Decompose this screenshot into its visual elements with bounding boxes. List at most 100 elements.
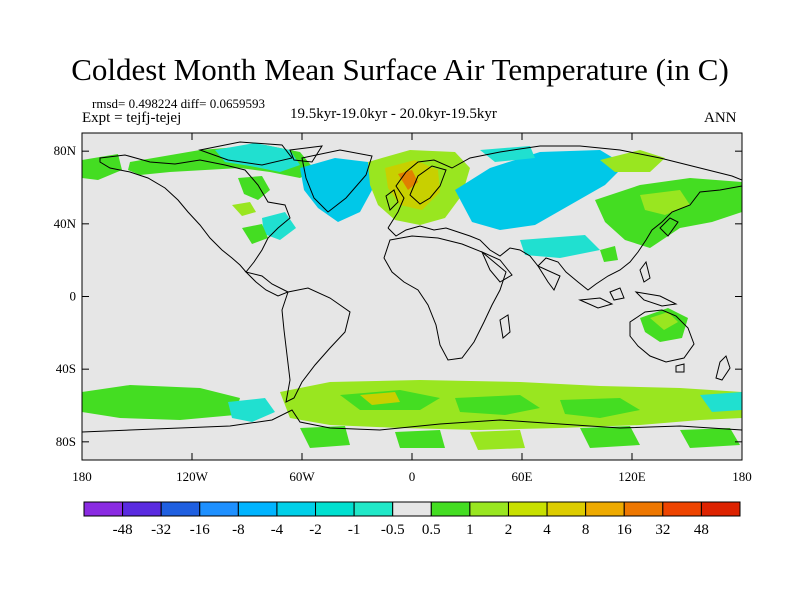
colorbar-label: 16 bbox=[617, 522, 633, 538]
experiment-label: Expt = tejfj-tejej bbox=[82, 110, 182, 126]
coastline bbox=[536, 264, 561, 291]
x-tick-label: 60W bbox=[289, 469, 315, 484]
colorbar-label: -2 bbox=[309, 522, 322, 538]
season-label: ANN bbox=[704, 110, 737, 126]
anomaly-region bbox=[395, 430, 445, 448]
coastline bbox=[244, 271, 290, 297]
x-tick-label: 180 bbox=[732, 469, 752, 484]
anomaly-field bbox=[82, 143, 742, 450]
colorbar-swatch bbox=[122, 501, 162, 517]
anomaly-region bbox=[360, 392, 400, 405]
anomaly-region bbox=[238, 176, 270, 200]
colorbar-swatch bbox=[469, 501, 509, 517]
coastline bbox=[629, 309, 695, 363]
colorbar: -48 -32 -16 -8 -4 -2 -1 -0.5 0.5 1 2 4 8 16 32 48 bbox=[83, 501, 741, 538]
colorbar-label: 1 bbox=[466, 522, 474, 538]
colorbar-label: 4 bbox=[543, 522, 551, 538]
x-tick-label: 120E bbox=[618, 469, 646, 484]
colorbar-label: -48 bbox=[113, 522, 133, 538]
colorbar-swatch bbox=[392, 501, 432, 517]
coastline bbox=[301, 149, 373, 213]
colorbar-label: 0.5 bbox=[422, 522, 441, 538]
colorbar-swatch bbox=[546, 501, 587, 517]
coastline bbox=[578, 297, 614, 309]
colorbar-swatch bbox=[315, 501, 355, 517]
anomaly-region bbox=[680, 428, 740, 448]
coastline bbox=[659, 217, 679, 237]
anomaly-region bbox=[560, 398, 640, 418]
colorbar-swatch bbox=[700, 501, 741, 517]
coastline bbox=[675, 363, 685, 373]
anomaly-region bbox=[300, 158, 372, 222]
x-tick-label: 0 bbox=[409, 469, 416, 484]
colorbar-swatch bbox=[83, 501, 124, 517]
anomaly-region bbox=[232, 202, 256, 216]
coastline bbox=[499, 314, 511, 339]
anomaly-region bbox=[455, 395, 540, 415]
anomaly-region bbox=[262, 212, 296, 240]
colorbar-label: -0.5 bbox=[381, 522, 405, 538]
anomaly-region bbox=[640, 190, 690, 215]
colorbar-swatch bbox=[662, 501, 702, 517]
anomaly-region bbox=[470, 430, 525, 450]
coastline bbox=[281, 287, 351, 403]
anomaly-region bbox=[455, 150, 625, 230]
coastline bbox=[387, 145, 742, 229]
anomaly-region bbox=[700, 392, 742, 412]
colorbar-label: -4 bbox=[271, 522, 284, 538]
colorbar-swatch bbox=[623, 501, 664, 517]
colorbar-label: -8 bbox=[232, 522, 245, 538]
colorbar-swatch bbox=[585, 501, 625, 517]
x-tick-label: 120W bbox=[176, 469, 209, 484]
coastline bbox=[289, 145, 323, 163]
coastline bbox=[383, 235, 507, 361]
colorbar-swatch bbox=[507, 501, 548, 517]
colorbar-swatch bbox=[276, 501, 317, 517]
colorbar-swatch bbox=[353, 501, 394, 517]
coastline bbox=[409, 165, 447, 205]
coastline bbox=[609, 287, 625, 301]
colorbar-label: -32 bbox=[151, 522, 171, 538]
y-tick-label: 40S bbox=[56, 361, 76, 376]
anomaly-region bbox=[650, 312, 678, 330]
anomaly-region bbox=[228, 398, 275, 422]
coastline bbox=[198, 141, 293, 166]
coastline bbox=[639, 260, 651, 283]
x-axis: 180 120W 60W 0 60E 120E 180 bbox=[72, 133, 752, 484]
colorbar-label: 32 bbox=[655, 522, 670, 538]
anomaly-region bbox=[580, 426, 640, 448]
colorbar-swatch bbox=[430, 501, 471, 517]
map-title: Coldest Month Mean Surface Air Temperatu… bbox=[71, 52, 729, 87]
anomaly-region bbox=[480, 146, 535, 162]
anomaly-region bbox=[300, 426, 350, 448]
period-label: 19.5kyr-19.0kyr - 20.0kyr-19.5kyr bbox=[290, 106, 497, 122]
y-axis: 80N 40N 0 40S 80S bbox=[54, 143, 742, 449]
coastline bbox=[634, 291, 678, 307]
colorbar-label: 48 bbox=[694, 522, 709, 538]
y-tick-label: 0 bbox=[70, 289, 77, 304]
anomaly-region bbox=[242, 224, 268, 244]
colorbar-label: -16 bbox=[190, 522, 210, 538]
coastline bbox=[387, 185, 742, 291]
coastlines bbox=[82, 141, 742, 433]
colorbar-swatch bbox=[160, 501, 201, 517]
anomaly-region bbox=[82, 154, 122, 180]
anomaly-region bbox=[82, 385, 240, 420]
colorbar-swatch bbox=[199, 501, 239, 517]
colorbar-label: 2 bbox=[505, 522, 513, 538]
anomaly-region bbox=[215, 143, 300, 172]
stats-label: rmsd= 0.498224 diff= 0.0659593 bbox=[92, 96, 265, 111]
y-tick-label: 40N bbox=[54, 216, 77, 231]
colorbar-label: 8 bbox=[582, 522, 590, 538]
y-tick-label: 80N bbox=[54, 143, 77, 158]
coastline bbox=[715, 355, 731, 381]
colorbar-swatch bbox=[237, 501, 278, 517]
coastline bbox=[99, 154, 291, 273]
anomaly-region bbox=[520, 235, 600, 258]
coastline bbox=[481, 251, 513, 283]
coastline bbox=[82, 409, 742, 433]
anomaly-region bbox=[398, 170, 418, 190]
anomaly-region bbox=[600, 246, 618, 262]
x-tick-label: 180 bbox=[72, 469, 92, 484]
